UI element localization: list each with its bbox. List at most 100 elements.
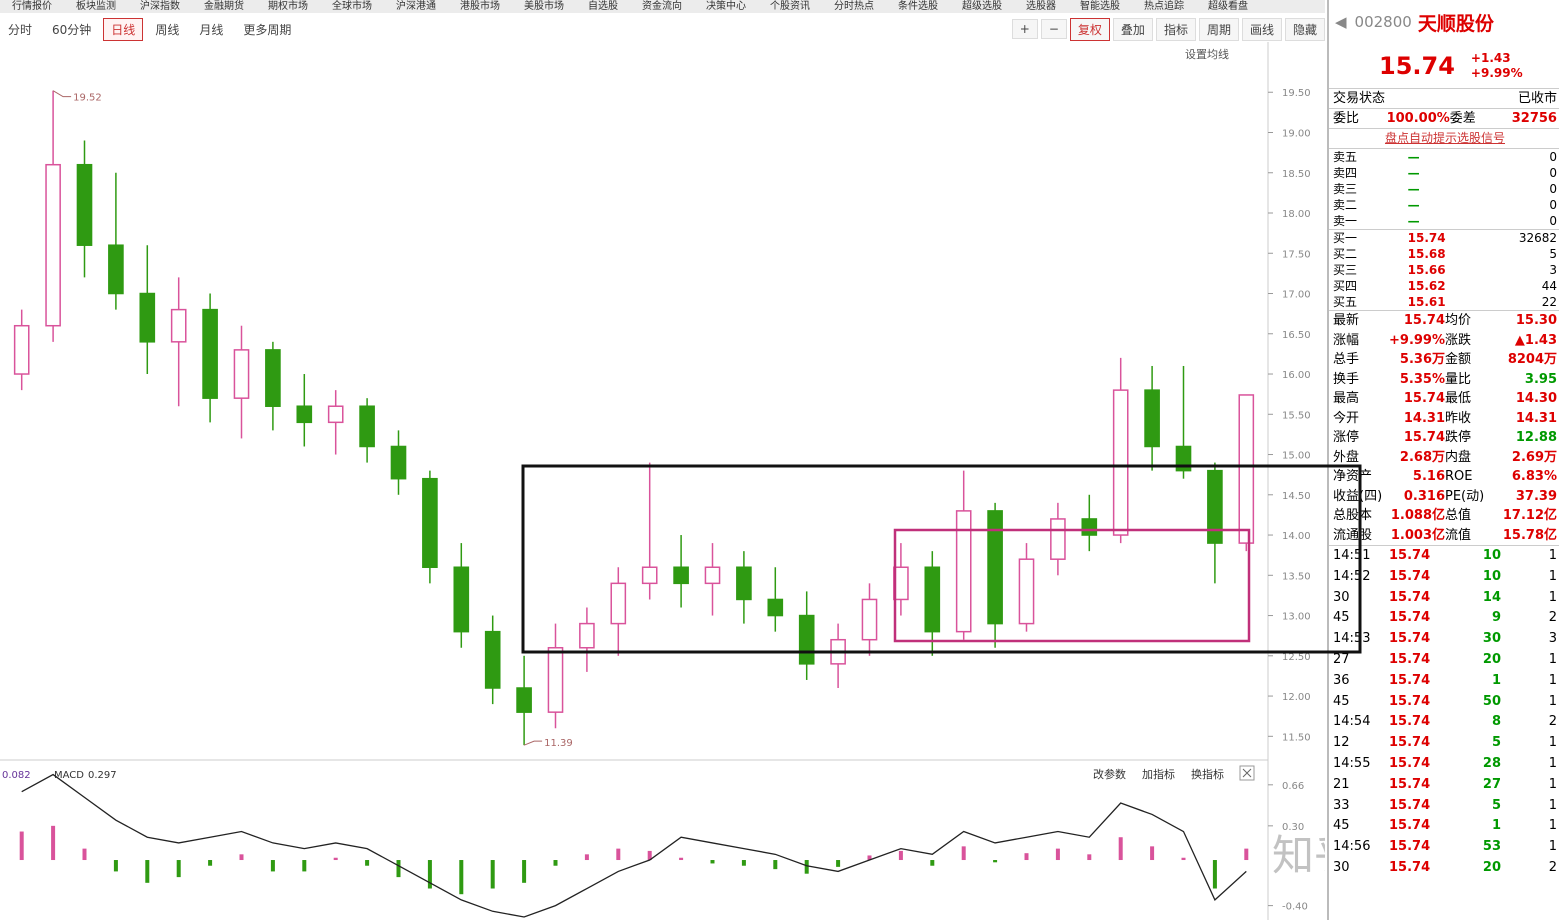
top-tab[interactable]: 沪深指数 <box>140 1 180 12</box>
candle-body <box>233 349 250 399</box>
top-tab[interactable]: 港股市场 <box>460 1 500 12</box>
sell-row: 卖四 — 0 <box>1329 165 1559 181</box>
trade-time: 14:52 <box>1333 568 1371 584</box>
candle-body <box>1112 389 1129 536</box>
trade-price: 15.74 <box>1389 589 1431 605</box>
prev-arrow[interactable]: ◀ <box>1335 13 1347 31</box>
top-tab[interactable]: 全球市场 <box>332 1 372 12</box>
y-tick-label: 17.00 <box>1282 290 1311 301</box>
stat-label: 量比 <box>1445 371 1472 387</box>
stat-value: 15.74 <box>1403 430 1445 445</box>
y-tick-label: -0.40 <box>1282 902 1308 913</box>
trade-row: 14:55 15.74 28 1 <box>1329 754 1559 775</box>
stat-label: 涨停 <box>1333 430 1360 445</box>
top-tab[interactable]: 选股器 <box>1026 1 1056 12</box>
stat-row: 外盘 2.68万 内盘 2.69万 <box>1329 448 1559 468</box>
status-row: 交易状态 已收市 <box>1329 89 1559 108</box>
macd-bar <box>710 860 715 864</box>
ma-setting[interactable]: 设置均线 <box>1185 47 1229 61</box>
macd-bar <box>302 860 307 872</box>
macd-name: MACD <box>54 770 84 781</box>
top-tab[interactable]: 沪深港通 <box>396 1 436 12</box>
stat-label: 换手 <box>1333 371 1360 387</box>
period-tab[interactable]: 分时 <box>8 22 33 37</box>
top-tab[interactable]: 期权市场 <box>268 1 308 12</box>
top-tab[interactable]: 自选股 <box>588 1 618 12</box>
top-tab[interactable]: 美股市场 <box>524 1 564 12</box>
trade-price: 15.74 <box>1389 859 1431 875</box>
tool-button[interactable]: − <box>1040 19 1067 39</box>
indicator-button[interactable]: 改参数 <box>1093 767 1126 781</box>
tool-button[interactable]: 复权 <box>1069 17 1110 41</box>
chart-area: 11.50 12.00 12.50 13.00 13.50 14.00 14.50 15.00… <box>0 42 1325 920</box>
buy-row: 买二 15.68 5 <box>1329 246 1559 262</box>
top-tab[interactable]: 个股资讯 <box>770 1 810 12</box>
period-tab[interactable]: 更多周期 <box>243 22 292 37</box>
top-tab[interactable]: 分时热点 <box>834 1 874 12</box>
top-tab[interactable]: 决策中心 <box>706 1 746 12</box>
period-tab[interactable]: 月线 <box>199 22 224 37</box>
tool-button[interactable]: 画线 <box>1241 17 1282 41</box>
trade-row: 45 15.74 50 1 <box>1329 692 1559 713</box>
trade-count: 1 <box>1548 589 1557 605</box>
stat-value: 14.30 <box>1515 391 1557 406</box>
top-tab[interactable]: 行情报价 <box>12 1 52 12</box>
stat-row: 流通股 1.003亿 流值 15.78亿 <box>1329 526 1559 546</box>
level: 买一 <box>1333 231 1358 245</box>
period-tab[interactable]: 60分钟 <box>52 22 92 37</box>
top-tab[interactable]: 超级选股 <box>962 1 1002 12</box>
volume: 22 <box>1541 295 1558 309</box>
trade-time: 45 <box>1333 818 1350 834</box>
period-tab[interactable]: 周线 <box>155 22 180 37</box>
stat-label: 总股本 <box>1333 508 1373 523</box>
signal-link[interactable]: 盘点自动提示选股信号 <box>1384 131 1505 145</box>
trade-row: 14:53 15.74 30 3 <box>1329 629 1559 650</box>
trade-price: 15.74 <box>1389 818 1431 834</box>
volume: 0 <box>1549 214 1558 228</box>
top-tab[interactable]: 板块监测 <box>76 1 116 12</box>
price: 15.62 <box>1407 279 1446 293</box>
buy-row: 买五 15.61 22 <box>1329 294 1559 310</box>
top-tab[interactable]: 条件选股 <box>898 1 938 12</box>
sell-row: 卖三 — 0 <box>1329 181 1559 197</box>
trade-time: 21 <box>1333 776 1350 792</box>
trade-volume: 20 <box>1482 859 1501 875</box>
tool-button[interactable]: 隐藏 <box>1284 17 1325 41</box>
y-tick-label: 16.50 <box>1282 330 1311 341</box>
tool-button[interactable]: 指标 <box>1155 17 1196 41</box>
value: 100.00% <box>1386 111 1450 126</box>
tool-button[interactable]: 叠加 <box>1112 17 1153 41</box>
period-tab[interactable]: 日线 <box>103 17 144 41</box>
value: 32756 <box>1511 111 1557 126</box>
stat-value: 0.316 <box>1403 488 1445 504</box>
y-tick-label: 16.00 <box>1282 370 1311 381</box>
level: 卖二 <box>1333 198 1358 212</box>
macd-bar <box>1055 848 1060 861</box>
candle-body <box>579 622 595 649</box>
top-tab[interactable]: 金融期货 <box>204 1 244 12</box>
top-tab[interactable]: 智能选股 <box>1080 1 1120 12</box>
candle-body <box>1238 394 1255 544</box>
trade-row: 14:52 15.74 10 1 <box>1329 567 1559 588</box>
trade-count: 1 <box>1548 568 1557 584</box>
stat-row: 总股本 1.088亿 总值 17.12亿 <box>1329 506 1559 526</box>
tool-button[interactable]: 周期 <box>1198 17 1239 41</box>
top-tab[interactable]: 热点追踪 <box>1144 1 1184 12</box>
price: — <box>1407 166 1420 180</box>
candle-body <box>139 292 156 343</box>
buy-row: 买三 15.66 3 <box>1329 262 1559 278</box>
trade-row: 30 15.74 20 2 <box>1329 858 1559 879</box>
top-tab[interactable]: 资金流向 <box>642 1 682 12</box>
candle-body <box>704 566 721 585</box>
sell-row: 卖五 — 0 <box>1329 148 1559 165</box>
indicator-button[interactable]: 换指标 <box>1191 767 1224 781</box>
stat-value: 15.74 <box>1403 391 1445 406</box>
tool-button[interactable]: + <box>1011 19 1038 39</box>
y-tick-label: 15.50 <box>1282 410 1311 421</box>
indicator-button[interactable]: 加指标 <box>1142 767 1175 781</box>
top-tab[interactable]: 超级看盘 <box>1208 1 1248 12</box>
trade-count: 1 <box>1548 735 1557 751</box>
last-price: 15.74 <box>1379 52 1455 80</box>
stat-value: 17.12亿 <box>1502 508 1557 523</box>
quote-header: ◀ 002800 天顺股份 <box>1329 0 1559 44</box>
